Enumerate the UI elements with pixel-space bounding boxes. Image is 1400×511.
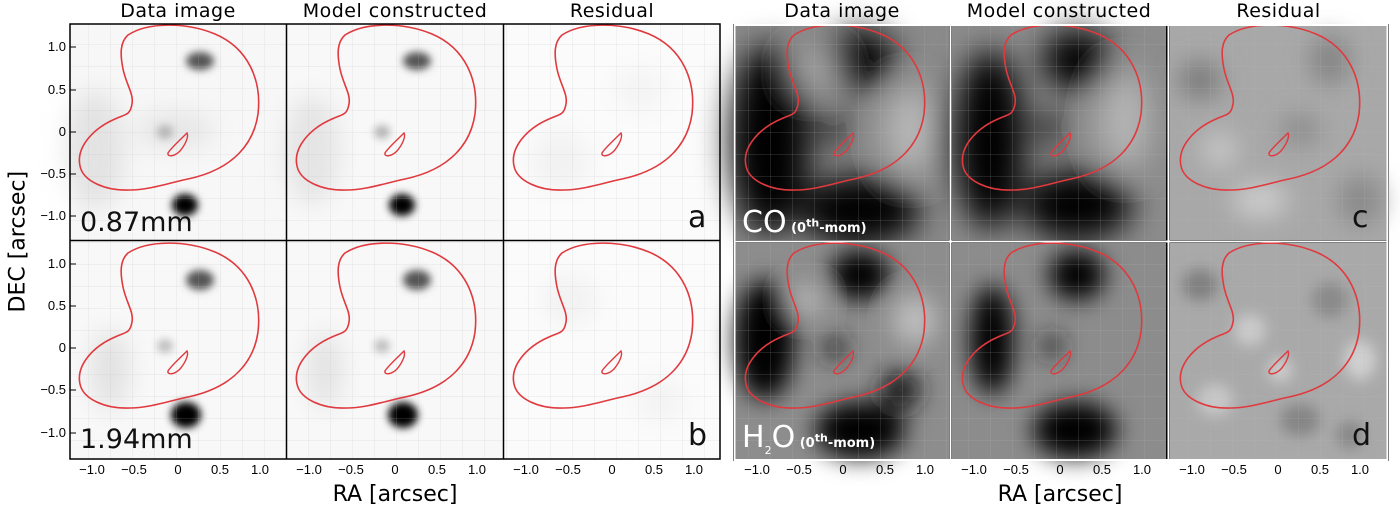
column-title-data-1: Data image: [120, 0, 236, 22]
left-group-frame: [69, 23, 721, 460]
y-tick-label: 0: [58, 340, 66, 355]
co-label-main: CO: [742, 205, 787, 240]
moment-open: (0: [799, 436, 815, 451]
x-tick-label: −0.5: [555, 462, 581, 477]
y-tick-label: 0.5: [47, 82, 66, 97]
x-tick-label: 0: [174, 462, 182, 477]
x-tick-label: 0.5: [427, 462, 447, 477]
column-title-model-1: Model constructed: [302, 0, 488, 22]
h2o-label-o: O: [771, 420, 796, 455]
x-tick-label: 0: [839, 462, 847, 477]
x-tick-label: 0.5: [1092, 462, 1112, 477]
y-tick-label: −1.0: [40, 425, 66, 440]
x-tick-label: 0.5: [210, 462, 230, 477]
h2o-moment-label: H2O (0th-mom): [742, 420, 875, 457]
panel-row2-col4-h2o-data: [735, 242, 949, 459]
x-tick-label: 0.5: [1310, 462, 1330, 477]
x-tick-label: 0.5: [875, 462, 895, 477]
x-tick-label: −0.5: [1003, 462, 1029, 477]
x-tick-label: −1.0: [513, 462, 539, 477]
y-tick-label: −0.5: [40, 382, 66, 397]
panel-row1-col3-residual: [504, 24, 720, 240]
moment-suffix: (0th-mom): [795, 432, 876, 451]
moment-suffix: (0th-mom): [787, 217, 867, 236]
right-group-separators: [733, 24, 1389, 461]
moment-open: (0: [791, 221, 807, 236]
x-tick-label: −1.0: [296, 462, 322, 477]
panel-label-a: a: [688, 200, 707, 235]
x-tick-label: 0: [1056, 462, 1064, 477]
panel-row1-col1-data: [65, 24, 286, 240]
y-tick-label: −0.5: [40, 166, 66, 181]
x-tick-label: 1.0: [467, 462, 487, 477]
panel-row2-col1-data: [70, 241, 286, 459]
panel-row1-col4-co-data: [730, 24, 949, 245]
x-tick-label: 0.5: [644, 462, 664, 477]
panel-row2-col6-h2o-residual: [1170, 242, 1387, 459]
wavelength-label-0.87mm: 0.87mm: [80, 207, 193, 238]
moment-sup: th: [806, 216, 820, 230]
panel-label-b: b: [688, 418, 708, 453]
panel-row1-col6-co-residual: [1170, 24, 1387, 240]
y-axis-label: DEC [arcsec]: [5, 170, 31, 313]
y-tick-label: 0: [58, 124, 66, 139]
y-axis-ticks: [70, 46, 76, 434]
y-tick-label: 0.5: [47, 298, 66, 313]
x-axis-label-left: RA [arcsec]: [332, 482, 458, 507]
panel-label-c: c: [1352, 200, 1369, 235]
wavelength-label-1.94mm: 1.94mm: [80, 424, 193, 455]
panel-row1-col5-co-model: [952, 24, 1166, 240]
panel-row2-col3-residual: [504, 241, 720, 459]
column-title-residual-2: Residual: [1236, 0, 1321, 22]
x-tick-label: 1.0: [1350, 462, 1370, 477]
x-tick-label: 1.0: [915, 462, 935, 477]
h2o-label-sub: 2: [764, 444, 772, 457]
panel-row1-col2-model: [284, 24, 503, 240]
y-tick-label: 1.0: [47, 256, 66, 271]
x-tick-label: 0: [1274, 462, 1282, 477]
x-tick-label: 0: [391, 462, 399, 477]
x-tick-label: −1.0: [79, 462, 105, 477]
panel-row2-col2-model: [287, 241, 503, 459]
x-tick-label: 1.0: [250, 462, 270, 477]
x-tick-label: −0.5: [121, 462, 147, 477]
x-tick-label: 1.0: [1132, 462, 1152, 477]
x-tick-label: −0.5: [1221, 462, 1247, 477]
moment-close: -mom): [827, 436, 876, 451]
column-title-residual-1: Residual: [569, 0, 655, 22]
panel-row2-col5-h2o-model: [952, 242, 1166, 459]
y-tick-label: 1.0: [47, 39, 66, 54]
h2o-label-h: H: [742, 420, 765, 455]
moment-close: -mom): [819, 221, 867, 236]
column-title-data-2: Data image: [784, 0, 900, 22]
x-tick-label: −1.0: [961, 462, 987, 477]
x-axis-label-right: RA [arcsec]: [997, 482, 1123, 507]
column-title-model-2: Model constructed: [966, 0, 1152, 22]
x-tick-label: 1.0: [684, 462, 704, 477]
panel-label-d: d: [1352, 418, 1372, 453]
x-tick-label: −1.0: [1179, 462, 1205, 477]
x-tick-label: 0: [608, 462, 616, 477]
x-tick-label: −0.5: [786, 462, 812, 477]
x-tick-label: −1.0: [744, 462, 770, 477]
x-tick-label: −0.5: [338, 462, 364, 477]
moment-sup: th: [814, 431, 828, 445]
co-moment-label: CO (0th-mom): [742, 205, 867, 240]
y-tick-label: −1.0: [40, 208, 66, 223]
